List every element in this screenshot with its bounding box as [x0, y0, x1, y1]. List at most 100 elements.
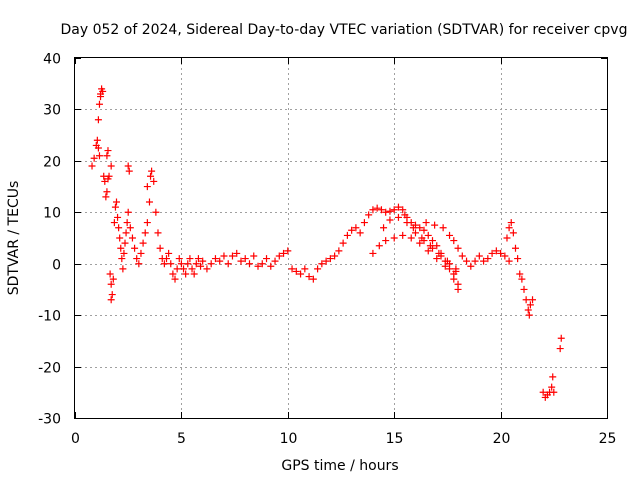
x-tick-label: 15 [386, 431, 404, 447]
data-point [150, 177, 158, 185]
data-point [125, 167, 133, 175]
data-point [275, 252, 283, 260]
data-point [109, 275, 117, 283]
data-point [301, 265, 309, 273]
data-point [550, 388, 558, 396]
data-point [110, 219, 118, 227]
data-point [297, 270, 305, 278]
data-point [394, 213, 402, 221]
data-point [108, 291, 116, 299]
data-point [314, 265, 322, 273]
data-point [167, 260, 175, 268]
data-point [380, 224, 388, 232]
data-point [386, 216, 394, 224]
data-point [549, 373, 557, 381]
data-point [177, 260, 185, 268]
data-point [369, 249, 377, 257]
x-tick-label: 20 [493, 431, 511, 447]
data-point [360, 219, 368, 227]
data-point [429, 237, 437, 245]
data-point [184, 260, 192, 268]
data-point [475, 252, 483, 260]
data-point [471, 257, 479, 265]
y-tick-label: 10 [43, 206, 61, 222]
data-point [509, 229, 517, 237]
data-point [390, 234, 398, 242]
axis-ticks: 0 5 10 15 20 25 -30 -20 -10 0 10 20 30 40 [38, 52, 616, 448]
data-point [128, 234, 136, 242]
data-point [501, 252, 509, 260]
data-point [480, 257, 488, 265]
data-point [124, 162, 132, 170]
y-tick-label: 20 [43, 155, 61, 171]
data-point [188, 265, 196, 273]
data-point [165, 249, 173, 257]
data-point [375, 242, 383, 250]
data-point [197, 262, 205, 270]
data-point [454, 280, 462, 288]
data-point [267, 262, 275, 270]
data-point [492, 247, 500, 255]
data-point [507, 219, 515, 227]
data-point [137, 249, 145, 257]
data-point [94, 144, 102, 152]
data-point [258, 260, 266, 268]
data-point [147, 172, 155, 180]
data-point [131, 244, 139, 252]
data-point [435, 249, 443, 257]
data-point [103, 188, 111, 196]
data-point [377, 206, 385, 214]
data-point [107, 280, 115, 288]
data-point [539, 388, 547, 396]
data-point [271, 257, 279, 265]
data-point [467, 262, 475, 270]
data-point [424, 231, 432, 239]
data-point [284, 247, 292, 255]
y-tick-label: -20 [38, 361, 61, 377]
data-point [97, 93, 105, 101]
data-point [182, 270, 190, 278]
data-point [488, 249, 496, 257]
data-point [143, 219, 151, 227]
data-point [224, 260, 232, 268]
data-point [116, 234, 124, 242]
data-point [163, 255, 171, 263]
data-point [245, 260, 253, 268]
x-tick-label: 10 [280, 431, 298, 447]
data-point [143, 183, 151, 191]
data-point [409, 224, 417, 232]
data-point [120, 249, 128, 257]
data-point [433, 255, 441, 263]
data-point [107, 162, 115, 170]
data-point [463, 257, 471, 265]
data-point [186, 255, 194, 263]
data-point [446, 231, 454, 239]
data-point [254, 262, 262, 270]
data-point [514, 255, 522, 263]
data-point [93, 136, 101, 144]
data-point [211, 255, 219, 263]
data-point [426, 242, 434, 250]
data-point [169, 270, 177, 278]
data-point [529, 296, 537, 304]
data-point [122, 229, 130, 237]
data-point [407, 234, 415, 242]
y-tick-label: 30 [43, 103, 61, 119]
data-point [237, 257, 245, 265]
data-point [416, 239, 424, 247]
data-point [105, 172, 113, 180]
data-point [250, 252, 258, 260]
data-point [454, 244, 462, 252]
data-point [106, 270, 114, 278]
data-point [156, 244, 164, 252]
data-point [241, 255, 249, 263]
plot-frame [74, 57, 608, 419]
data-point [335, 247, 343, 255]
x-tick-label: 25 [599, 431, 617, 447]
data-point [133, 255, 141, 263]
data-point [399, 231, 407, 239]
y-tick-label: -30 [38, 412, 61, 428]
data-point [88, 162, 96, 170]
data-point [115, 224, 123, 232]
